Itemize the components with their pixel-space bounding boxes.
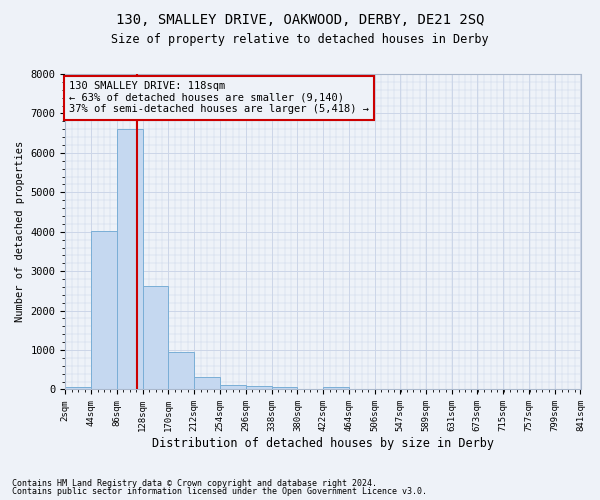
- Y-axis label: Number of detached properties: Number of detached properties: [15, 141, 25, 322]
- Text: Contains public sector information licensed under the Open Government Licence v3: Contains public sector information licen…: [12, 487, 427, 496]
- Text: 130 SMALLEY DRIVE: 118sqm
← 63% of detached houses are smaller (9,140)
37% of se: 130 SMALLEY DRIVE: 118sqm ← 63% of detac…: [69, 81, 369, 114]
- Bar: [246, 386, 272, 390]
- Bar: [91, 231, 117, 390]
- Bar: [117, 129, 143, 390]
- Bar: [194, 377, 220, 390]
- Bar: [272, 387, 298, 390]
- Bar: [143, 286, 169, 390]
- Bar: [323, 386, 349, 390]
- Bar: [169, 352, 194, 390]
- X-axis label: Distribution of detached houses by size in Derby: Distribution of detached houses by size …: [152, 437, 494, 450]
- Text: Contains HM Land Registry data © Crown copyright and database right 2024.: Contains HM Land Registry data © Crown c…: [12, 478, 377, 488]
- Text: Size of property relative to detached houses in Derby: Size of property relative to detached ho…: [111, 32, 489, 46]
- Bar: [65, 386, 91, 390]
- Bar: [220, 384, 246, 390]
- Text: 130, SMALLEY DRIVE, OAKWOOD, DERBY, DE21 2SQ: 130, SMALLEY DRIVE, OAKWOOD, DERBY, DE21…: [116, 12, 484, 26]
